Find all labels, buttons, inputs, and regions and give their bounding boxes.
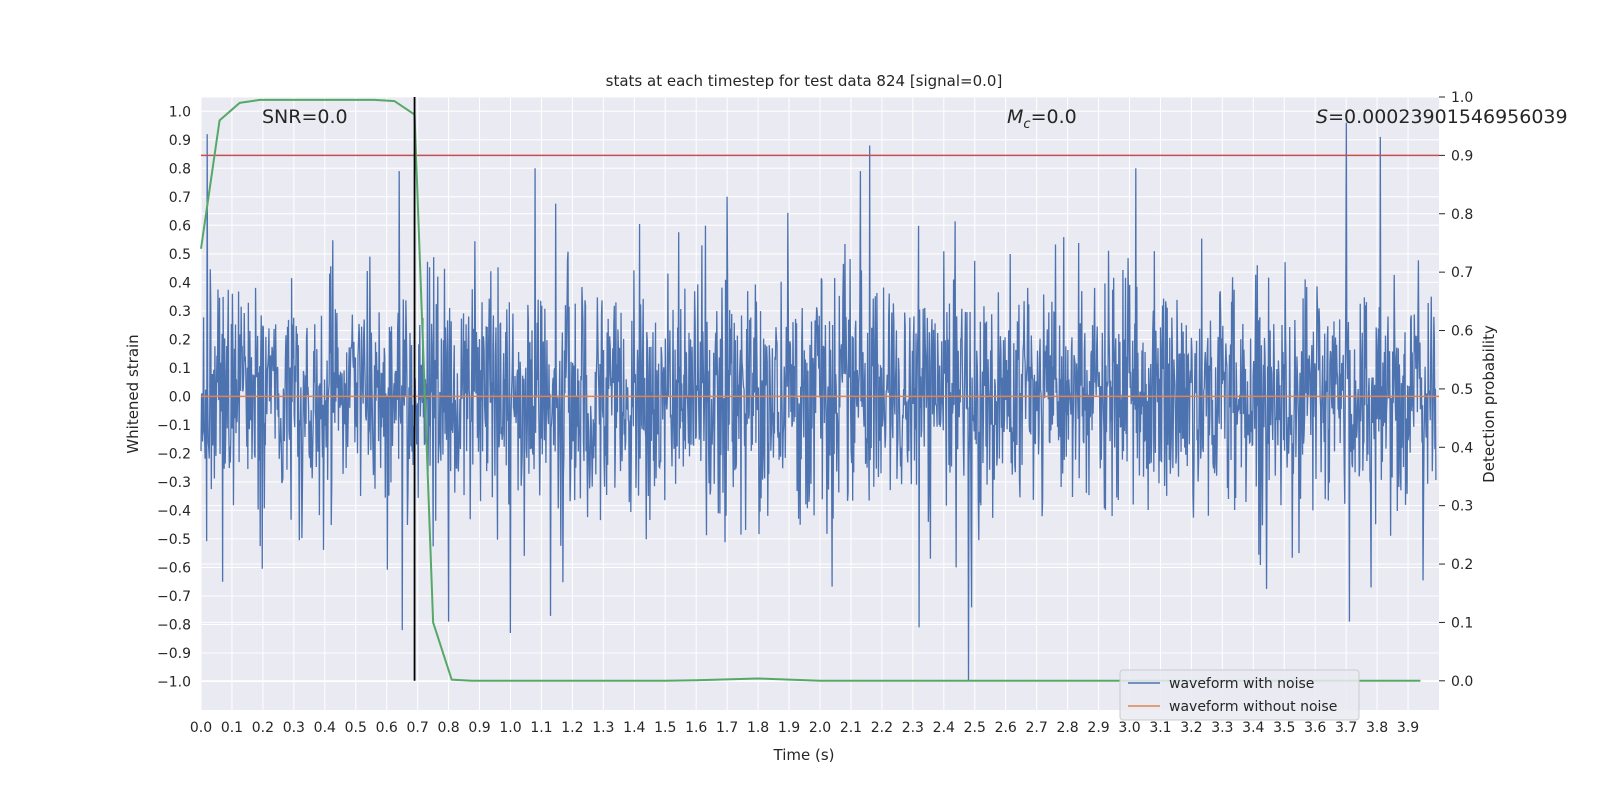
x-tick-label: 2.3 — [902, 720, 924, 736]
y-tick-label-left: −1.0 — [157, 674, 191, 690]
legend-label-waveform-without-noise: waveform without noise — [1169, 699, 1337, 715]
x-tick-label: 1.4 — [623, 720, 645, 736]
x-tick-label: 0.5 — [345, 720, 367, 736]
s-value: =0.00023901546956039 — [1328, 106, 1568, 128]
x-tick-label: 0.1 — [221, 720, 243, 736]
y-tick-label-right: 0.3 — [1451, 499, 1473, 515]
legend: waveform with noise waveform without noi… — [1119, 669, 1360, 721]
y-tick-label-right: 0.2 — [1451, 557, 1473, 573]
x-tick-label: 2.7 — [1026, 720, 1048, 736]
x-tick-label: 2.0 — [809, 720, 831, 736]
x-tick-label: 0.6 — [376, 720, 398, 736]
x-tick-label: 1.5 — [654, 720, 676, 736]
x-tick-label: 0.7 — [407, 720, 429, 736]
y-tick-label-right: 1.0 — [1451, 90, 1473, 106]
legend-box — [1119, 669, 1360, 721]
x-tick-label: 3.7 — [1335, 720, 1357, 736]
x-tick-label: 3.2 — [1180, 720, 1202, 736]
x-tick-label: 2.6 — [995, 720, 1017, 736]
y-tick-label-right: 0.5 — [1451, 382, 1473, 398]
x-tick-label: 1.1 — [530, 720, 552, 736]
x-tick-label: 2.4 — [933, 720, 955, 736]
s-symbol: S — [1316, 106, 1328, 128]
x-tick-label: 0.0 — [190, 720, 212, 736]
chirp-mass-subscript: c — [1023, 117, 1030, 132]
snr-annotation: SNR=0.0 — [262, 106, 348, 128]
y-tick-label-right: 0.4 — [1451, 440, 1473, 456]
x-axis-ticks: 0.0 0.1 0.2 0.3 0.4 0.5 0.6 0.7 0.8 0.9 1.0 1.1 1.2 1… — [190, 720, 1419, 736]
y-tick-label-left: 0.6 — [169, 218, 191, 234]
y-tick-label-left: 0.7 — [169, 190, 191, 206]
y-tick-label-left: −0.3 — [157, 475, 191, 491]
y-tick-label-left: −0.7 — [157, 589, 191, 605]
y-axis-left-title: Whitened strain — [124, 334, 142, 453]
y-tick-label-right: 0.6 — [1451, 324, 1473, 340]
x-tick-label: 2.5 — [964, 720, 986, 736]
x-axis-title: Time (s) — [773, 746, 835, 764]
x-tick-label: 3.8 — [1366, 720, 1388, 736]
chirp-mass-annotation: Mc=0.0 — [1007, 106, 1077, 132]
x-tick-label: 0.2 — [252, 720, 274, 736]
x-tick-label: 2.9 — [1087, 720, 1109, 736]
legend-label-waveform-with-noise: waveform with noise — [1169, 676, 1314, 692]
y-tick-label-left: 0.5 — [169, 247, 191, 263]
y-axis-right-title: Detection probability — [1480, 325, 1498, 483]
x-tick-label: 2.2 — [871, 720, 893, 736]
y-tick-label-left: 0.4 — [169, 275, 191, 291]
y-tick-label-left: 0.1 — [169, 361, 191, 377]
x-tick-label: 1.6 — [685, 720, 707, 736]
x-tick-label: 2.8 — [1056, 720, 1078, 736]
x-tick-label: 2.1 — [840, 720, 862, 736]
s-annotation: S=0.00023901546956039 — [1316, 106, 1568, 128]
y-tick-label-left: −0.9 — [157, 646, 191, 662]
y-axis-left-ticks: 1.0 0.9 0.8 0.7 0.6 0.5 0.4 0.3 0.2 0.1 0.0 −0.1 −0.… — [157, 104, 191, 690]
y-tick-label-right: 0.7 — [1451, 265, 1473, 281]
y-tick-label-left: −0.1 — [157, 418, 191, 434]
y-tick-label-left: −0.5 — [157, 532, 191, 548]
y-tick-label-right: 0.9 — [1451, 148, 1473, 164]
y-tick-label-left: −0.4 — [157, 503, 191, 519]
x-tick-label: 0.9 — [468, 720, 490, 736]
chart-title: stats at each timestep for test data 824… — [606, 72, 1003, 90]
x-tick-label: 3.6 — [1304, 720, 1326, 736]
x-tick-label: 1.0 — [499, 720, 521, 736]
chirp-mass-value: =0.0 — [1031, 106, 1077, 128]
chirp-mass-symbol: M — [1007, 106, 1023, 128]
y-tick-label-right: 0.8 — [1451, 207, 1473, 223]
y-tick-label-right: 0.1 — [1451, 615, 1473, 631]
detection-probability-line — [200, 98, 1421, 682]
x-tick-label: 3.9 — [1397, 720, 1419, 736]
y-tick-label-left: −0.8 — [157, 617, 191, 633]
y-tick-label-left: 0.9 — [169, 133, 191, 149]
x-tick-label: 1.2 — [561, 720, 583, 736]
y-tick-label-right: 0.0 — [1451, 674, 1473, 690]
x-tick-label: 3.0 — [1118, 720, 1140, 736]
y-tick-label-left: −0.2 — [157, 446, 191, 462]
y-tick-label-left: −0.6 — [157, 560, 191, 576]
x-tick-label: 0.4 — [314, 720, 336, 736]
y-tick-label-left: 1.0 — [169, 104, 191, 120]
y-tick-label-left: 0.3 — [169, 304, 191, 320]
x-tick-label: 1.3 — [592, 720, 614, 736]
y-tick-label-left: 0.8 — [169, 161, 191, 177]
x-tick-label: 3.4 — [1242, 720, 1264, 736]
x-tick-label: 0.3 — [283, 720, 305, 736]
x-tick-label: 1.8 — [747, 720, 769, 736]
x-tick-label: 0.8 — [437, 720, 459, 736]
y-tick-label-left: 0.0 — [169, 389, 191, 405]
y-axis-right-ticks: 1.0 0.9 0.8 0.7 0.6 0.5 0.4 0.3 0.2 0.1 0.0 — [1439, 90, 1473, 690]
x-tick-label: 3.5 — [1273, 720, 1295, 736]
x-tick-label: 1.9 — [778, 720, 800, 736]
y-tick-label-left: 0.2 — [169, 332, 191, 348]
x-tick-label: 1.7 — [716, 720, 738, 736]
x-tick-label: 3.1 — [1149, 720, 1171, 736]
series-detection-probability — [200, 98, 1421, 682]
x-tick-label: 3.3 — [1211, 720, 1233, 736]
